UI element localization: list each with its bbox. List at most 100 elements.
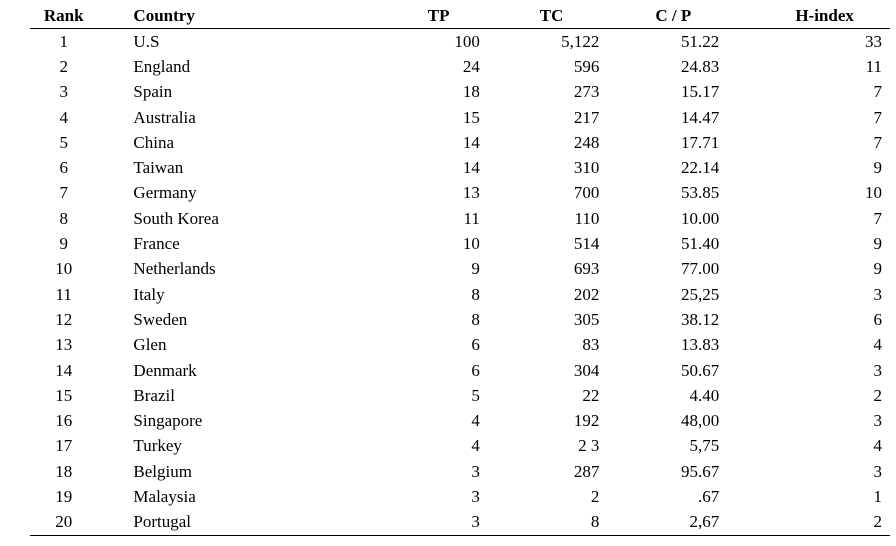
- table-row: 11 Italy 8 202 25,25 3: [30, 282, 890, 307]
- table-row: 20 Portugal 3 8 2,67 2: [30, 509, 890, 536]
- cell-h-index: 3: [873, 284, 883, 304]
- cell-cp: 2,67: [599, 509, 720, 536]
- cell-h-index: 1: [873, 486, 883, 506]
- cell-rank: 1: [59, 31, 68, 51]
- cell-tc: 273: [573, 82, 600, 102]
- table-row: 17 Turkey 4 2 3 5,75 4: [30, 434, 890, 459]
- cell-rank: 6: [59, 158, 68, 178]
- header-rank: Rank: [30, 3, 98, 29]
- cell-country: Glen: [133, 335, 167, 355]
- cell-country: Taiwan: [133, 158, 184, 178]
- cell-cp: 10.00: [680, 208, 720, 228]
- cell-tc: 305: [573, 309, 600, 329]
- cell-rank: 16: [55, 411, 73, 431]
- table-row: 9 France 10 514 51.40 9: [30, 231, 890, 256]
- cell-country: South Korea: [133, 208, 219, 228]
- cell-tp: 10: [462, 234, 480, 254]
- cell-tp: 9: [471, 259, 480, 279]
- table-row: 6 Taiwan 14 310 22.14 9: [30, 155, 890, 180]
- cell-country: Denmark: [133, 360, 197, 380]
- cell-tp: 14: [462, 158, 480, 178]
- cell-tp: 13: [462, 183, 480, 203]
- cell-h-index: 7: [873, 208, 883, 228]
- cell-tp: 8: [471, 309, 480, 329]
- cell-h-index: 6: [873, 309, 883, 329]
- cell-h-index: 10: [865, 183, 882, 203]
- cell-h-index: 9: [873, 234, 883, 254]
- cell-cp: 77.00: [680, 259, 720, 279]
- cell-tp: 24: [462, 56, 480, 76]
- cell-tc: 700: [573, 183, 600, 203]
- country-ranking-table: Rank Country TP TC C / P H-index 1 U.S 100…: [30, 3, 890, 536]
- cell-country: Brazil: [133, 385, 175, 405]
- cell-cp: 24.83: [680, 56, 720, 76]
- cell-rank: 8: [59, 208, 68, 228]
- cell-tc: 5,122: [561, 31, 600, 51]
- cell-country: Malaysia: [133, 486, 196, 506]
- cell-country: Australia: [133, 107, 196, 127]
- header-tc: TC: [479, 3, 600, 29]
- cell-tc: 514: [573, 234, 600, 254]
- cell-h-index: 2: [719, 509, 890, 536]
- cell-tc: 2 3: [578, 436, 600, 456]
- header-tp: TP: [321, 3, 480, 29]
- cell-cp: 48,00: [680, 411, 720, 431]
- cell-h-index: 9: [873, 259, 883, 279]
- cell-cp: 51.40: [680, 234, 720, 254]
- cell-cp: .67: [697, 486, 720, 506]
- table-row: 4 Australia 15 217 14.47 7: [30, 105, 890, 130]
- cell-cp: 50.67: [680, 360, 720, 380]
- cell-h-index: 4: [873, 436, 883, 456]
- cell-cp: 51.22: [680, 31, 720, 51]
- cell-h-index: 7: [873, 132, 883, 152]
- cell-cp: 14.47: [680, 107, 720, 127]
- cell-h-index: 4: [873, 335, 883, 355]
- cell-cp: 95.67: [680, 461, 720, 481]
- table-body: 1 U.S 100 5,122 51.22 33 2 England 24 596 24.83 11 3…: [30, 29, 890, 536]
- table-row: 2 England 24 596 24.83 11: [30, 54, 890, 79]
- cell-tp: 18: [462, 82, 480, 102]
- cell-tc: 83: [582, 335, 600, 355]
- cell-tc: 596: [573, 56, 600, 76]
- header-cp: C / P: [599, 3, 720, 29]
- cell-rank: 11: [55, 284, 72, 304]
- cell-rank: 18: [55, 461, 73, 481]
- cell-tp: 6: [471, 335, 480, 355]
- table-row: 14 Denmark 6 304 50.67 3: [30, 358, 890, 383]
- table-row: 3 Spain 18 273 15.17 7: [30, 80, 890, 105]
- cell-country: Belgium: [133, 461, 192, 481]
- cell-cp: 22.14: [680, 158, 720, 178]
- table-row: 5 China 14 248 17.71 7: [30, 130, 890, 155]
- cell-tc: 310: [573, 158, 600, 178]
- cell-tp: 4: [471, 436, 480, 456]
- cell-country: Germany: [133, 183, 197, 203]
- cell-rank: 13: [55, 335, 73, 355]
- table-row: 12 Sweden 8 305 38.12 6: [30, 307, 890, 332]
- cell-tc: 110: [574, 208, 600, 228]
- table-row: 8 South Korea 11 110 10.00 7: [30, 206, 890, 231]
- cell-tp: 3: [471, 461, 480, 481]
- cell-cp: 17.71: [680, 132, 720, 152]
- cell-tp: 3: [321, 509, 480, 536]
- header-row: Rank Country TP TC C / P H-index: [30, 3, 890, 29]
- cell-cp: 13.83: [680, 335, 720, 355]
- cell-tc: 693: [573, 259, 600, 279]
- cell-h-index: 7: [873, 82, 883, 102]
- header-h-index: H-index: [719, 3, 890, 29]
- table-row: 15 Brazil 5 22 4.40 2: [30, 383, 890, 408]
- cell-rank: 9: [59, 234, 68, 254]
- cell-cp: 53.85: [680, 183, 720, 203]
- cell-rank: 10: [55, 259, 73, 279]
- cell-h-index: 2: [873, 385, 883, 405]
- cell-country: Netherlands: [133, 259, 216, 279]
- cell-tp: 14: [462, 132, 480, 152]
- table-row: 7 Germany 13 700 53.85 10: [30, 181, 890, 206]
- cell-country: Spain: [133, 82, 173, 102]
- cell-h-index: 33: [865, 31, 882, 51]
- cell-tp: 4: [471, 411, 480, 431]
- cell-tp: 6: [471, 360, 480, 380]
- cell-tc: 304: [573, 360, 600, 380]
- table-row: 19 Malaysia 3 2 .67 1: [30, 484, 890, 509]
- header-country: Country: [97, 3, 322, 29]
